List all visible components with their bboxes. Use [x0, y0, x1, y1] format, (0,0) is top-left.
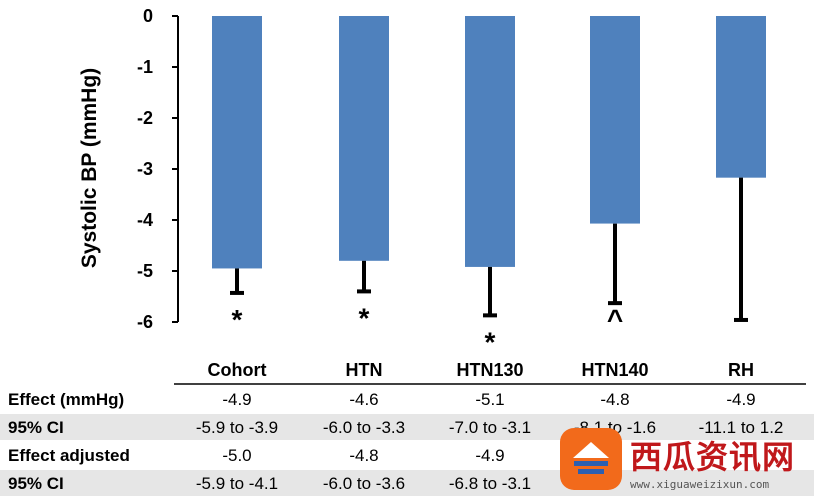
table-cell: -11.1 to 1.2 [699, 418, 784, 437]
table-cell: -4.9 [222, 390, 251, 409]
significance-marks: * * * ^ [232, 302, 624, 357]
category-label: RH [728, 360, 754, 380]
y-axis: 0 -1 -2 -3 -4 -5 -6 [137, 6, 179, 332]
table-row-label: 95% CI [8, 474, 64, 493]
y-tick-label: -6 [137, 312, 153, 332]
y-tick-label: 0 [143, 6, 153, 26]
significance-mark: * [485, 326, 496, 357]
table-row-label: Effect adjusted [8, 446, 130, 465]
table-cell: -4.6 [349, 390, 378, 409]
table-cell: -5.1 [475, 390, 504, 409]
category-labels: Cohort HTN HTN130 HTN140 RH [208, 360, 754, 380]
category-label: Cohort [208, 360, 267, 380]
error-bars [230, 177, 748, 322]
y-tick-label: -3 [137, 159, 153, 179]
bar-cohort [212, 16, 262, 269]
table-cell: -4.9 [475, 446, 504, 465]
y-axis-title: Systolic BP (mmHg) [78, 68, 101, 268]
bar-series [212, 16, 766, 269]
table-cell: -5.9 to -4.1 [196, 474, 278, 493]
table-cell: -5.9 to -3.9 [196, 418, 278, 437]
table-row-label: 95% CI [8, 418, 64, 437]
results-table: Effect (mmHg) -4.9 -4.6 -5.1 -4.8 -4.9 95% CI -… [0, 390, 814, 496]
y-tick-label: -1 [137, 57, 153, 77]
bar-htn140 [590, 16, 640, 224]
y-tick-label: -2 [137, 108, 153, 128]
significance-mark: ^ [607, 304, 623, 335]
y-tick-label: -5 [137, 261, 153, 281]
bar-rh [716, 16, 766, 178]
table-cell: -5.0 [222, 446, 251, 465]
bar-htn130 [465, 16, 515, 267]
table-cell: -6.8 to -3.1 [449, 474, 531, 493]
table-row-label: Effect (mmHg) [8, 390, 124, 409]
table-row-shade [0, 470, 814, 496]
table-cell: -4.8 [349, 446, 378, 465]
significance-mark: * [359, 302, 370, 333]
table-cell: -6.0 to -3.3 [323, 418, 405, 437]
table-cell: -7.0 to -3.1 [449, 418, 531, 437]
significance-mark: * [232, 304, 243, 335]
category-label: HTN140 [581, 360, 648, 380]
category-label: HTN130 [456, 360, 523, 380]
bar-htn [339, 16, 389, 261]
category-label: HTN [346, 360, 383, 380]
table-cell: -8.1 to -1.6 [574, 418, 656, 437]
y-tick-label: -4 [137, 210, 153, 230]
table-cell: -6.0 to -3.6 [323, 474, 405, 493]
table-cell: -4.8 [600, 390, 629, 409]
table-row-shade [0, 414, 814, 440]
table-cell: -4.9 [726, 390, 755, 409]
